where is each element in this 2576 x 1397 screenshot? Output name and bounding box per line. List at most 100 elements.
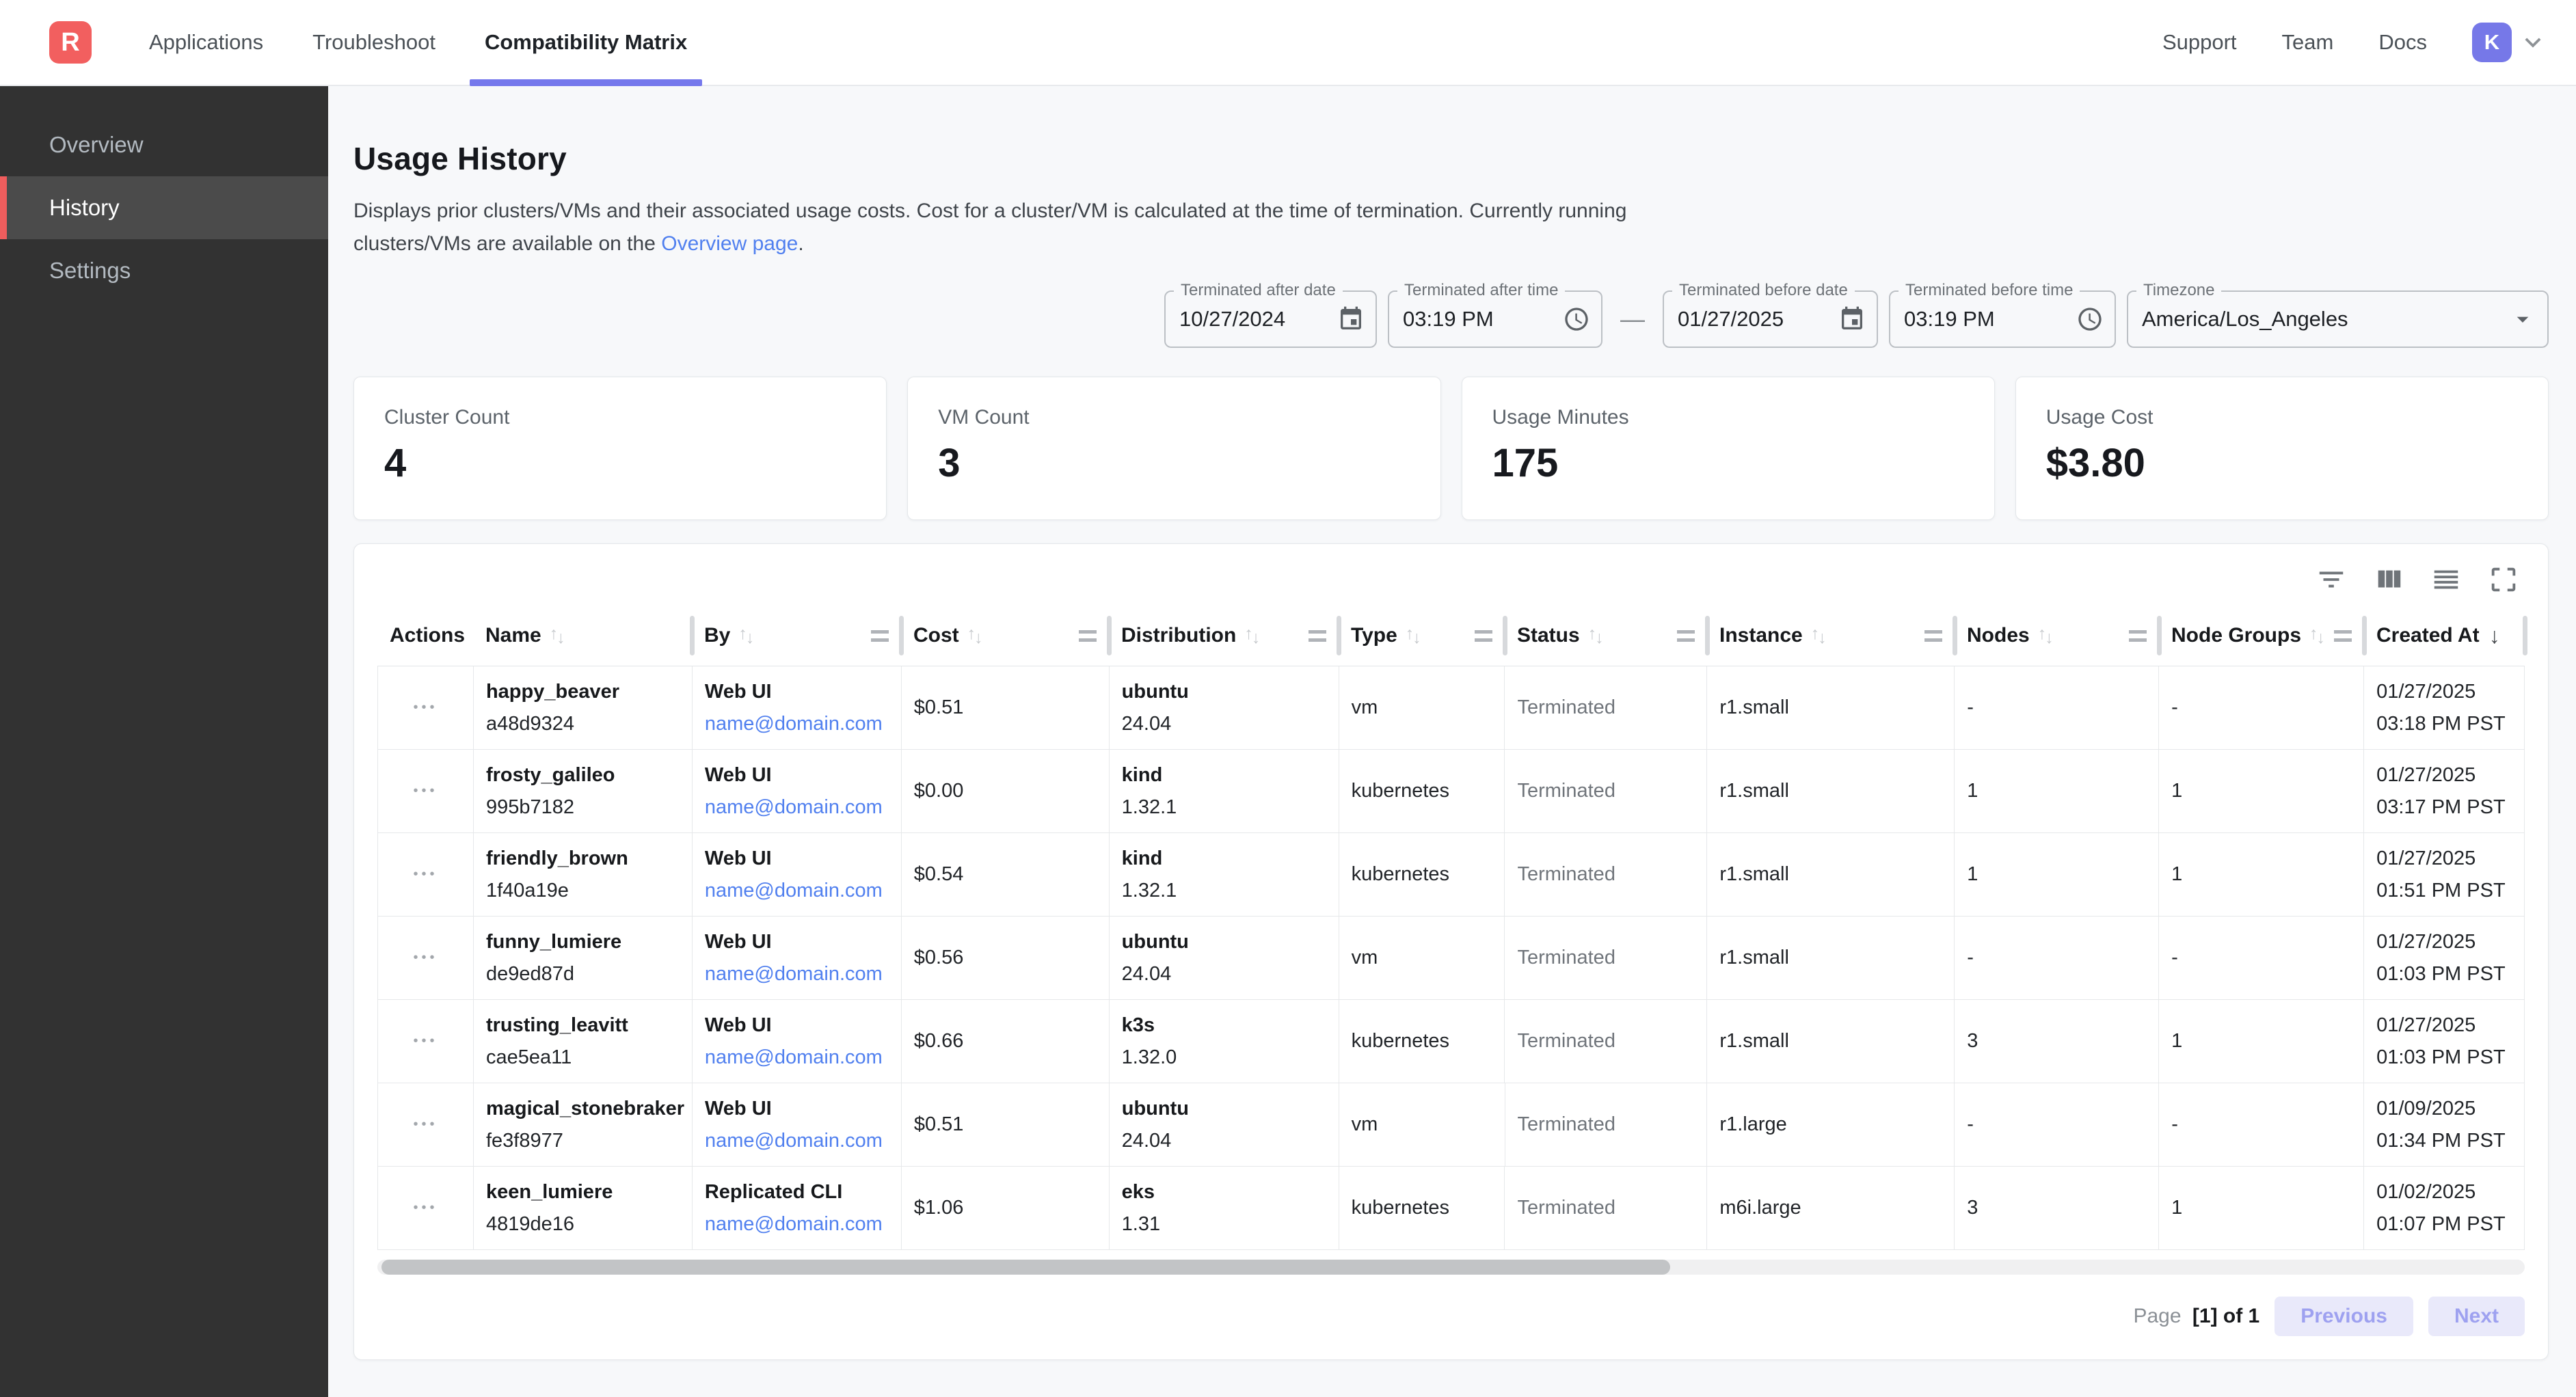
- dropdown-icon[interactable]: [2509, 306, 2536, 333]
- nav-link-docs[interactable]: Docs: [2378, 30, 2427, 55]
- account-menu[interactable]: K: [2472, 23, 2549, 62]
- column-header-cost[interactable]: Cost↑↓: [901, 606, 1109, 666]
- filter-field-terminated-after-time[interactable]: Terminated after time03:19 PM: [1388, 290, 1602, 348]
- replicated-logo[interactable]: R: [49, 21, 92, 64]
- column-header-label: Type: [1351, 624, 1397, 647]
- row-actions-button[interactable]: •••: [413, 1117, 438, 1132]
- column-menu-icon[interactable]: [2129, 630, 2147, 642]
- column-header-created-at[interactable]: Created At↓: [2364, 606, 2525, 666]
- email-link[interactable]: name@domain.com: [705, 796, 889, 819]
- filter-field-terminated-after-date-value[interactable]: 10/27/2024: [1179, 307, 1329, 331]
- column-header-status[interactable]: Status↑↓: [1505, 606, 1707, 666]
- sort-icon[interactable]: ↑↓: [1811, 626, 1827, 646]
- column-header-instance[interactable]: Instance↑↓: [1707, 606, 1955, 666]
- sort-icon[interactable]: ↑↓: [2309, 626, 2325, 646]
- sort-desc-icon[interactable]: ↓: [2489, 623, 2500, 649]
- row-actions-button[interactable]: •••: [413, 700, 438, 716]
- filter-field-terminated-after-date[interactable]: Terminated after date10/27/2024: [1164, 290, 1377, 348]
- column-header-name[interactable]: Name↑↓: [473, 606, 692, 666]
- cell-distribution-secondary: 1.32.1: [1122, 796, 1326, 819]
- cell-created-at-primary: 01/27/2025: [2376, 764, 2512, 787]
- clock-icon[interactable]: [1563, 306, 1590, 333]
- sidebar-item-history[interactable]: History: [0, 176, 328, 239]
- row-actions-button[interactable]: •••: [413, 1033, 438, 1049]
- sort-icon[interactable]: ↑↓: [2038, 626, 2054, 646]
- sort-icon[interactable]: ↑↓: [550, 626, 565, 646]
- email-link[interactable]: name@domain.com: [705, 880, 889, 902]
- fullscreen-icon[interactable]: [2488, 564, 2519, 595]
- filter-field-terminated-before-date-value[interactable]: 01/27/2025: [1678, 307, 1830, 331]
- row-actions-button[interactable]: •••: [413, 783, 438, 799]
- chevron-down-icon[interactable]: [2517, 27, 2549, 58]
- horizontal-scrollbar-thumb[interactable]: [381, 1260, 1670, 1275]
- tab-compatibility-matrix[interactable]: Compatibility Matrix: [470, 0, 702, 85]
- email-link[interactable]: name@domain.com: [705, 713, 889, 735]
- tab-applications[interactable]: Applications: [134, 0, 278, 85]
- cell-actions: •••: [378, 1000, 474, 1083]
- main-area: OverviewHistorySettings Usage History Di…: [0, 86, 2576, 1397]
- row-actions-button[interactable]: •••: [413, 867, 438, 882]
- timezone-select-value[interactable]: America/Los_Angeles: [2142, 307, 2501, 331]
- tab-troubleshoot[interactable]: Troubleshoot: [297, 0, 451, 85]
- avatar[interactable]: K: [2472, 23, 2512, 62]
- density-icon[interactable]: [2430, 564, 2462, 595]
- timezone-select[interactable]: TimezoneAmerica/Los_Angeles: [2127, 290, 2549, 348]
- column-menu-icon[interactable]: [871, 630, 889, 642]
- column-menu-icon[interactable]: [1475, 630, 1492, 642]
- email-link[interactable]: name@domain.com: [705, 963, 889, 986]
- cell-by: Replicated CLIname@domain.com: [693, 1167, 902, 1249]
- clock-icon[interactable]: [2076, 306, 2104, 333]
- column-header-nodes[interactable]: Nodes↑↓: [1955, 606, 2159, 666]
- cell-created-at-secondary: 01:07 PM PST: [2376, 1213, 2512, 1236]
- cell-distribution: k3s1.32.0: [1110, 1000, 1339, 1083]
- nav-link-team[interactable]: Team: [2282, 30, 2334, 55]
- email-link[interactable]: name@domain.com: [705, 1046, 889, 1069]
- next-button[interactable]: Next: [2428, 1297, 2525, 1336]
- previous-button[interactable]: Previous: [2275, 1297, 2413, 1336]
- calendar-icon[interactable]: [1337, 306, 1365, 333]
- cell-type: vm: [1339, 917, 1505, 999]
- sidebar-item-overview[interactable]: Overview: [0, 113, 328, 176]
- column-header-distribution[interactable]: Distribution↑↓: [1109, 606, 1339, 666]
- filter-field-terminated-before-time[interactable]: Terminated before time03:19 PM: [1889, 290, 2116, 348]
- filter-icon[interactable]: [2316, 564, 2347, 595]
- filter-field-terminated-before-time-value[interactable]: 03:19 PM: [1904, 307, 2068, 331]
- column-menu-icon[interactable]: [1079, 630, 1097, 642]
- column-header-node-groups[interactable]: Node Groups↑↓: [2159, 606, 2364, 666]
- filter-field-terminated-before-date[interactable]: Terminated before date01/27/2025: [1663, 290, 1878, 348]
- email-link[interactable]: name@domain.com: [705, 1213, 889, 1236]
- cell-nodes: 3: [1955, 1167, 2159, 1249]
- sidebar-item-settings[interactable]: Settings: [0, 239, 328, 302]
- table-toolbar: [377, 560, 2525, 599]
- sort-icon[interactable]: ↑↓: [738, 626, 754, 646]
- column-menu-icon[interactable]: [1924, 630, 1942, 642]
- column-header-type[interactable]: Type ↑↓: [1339, 606, 1505, 666]
- sort-icon[interactable]: ↑↓: [1406, 626, 1421, 646]
- page-indicator-label: Page: [2133, 1305, 2181, 1327]
- description-text: Displays prior clusters/VMs and their as…: [353, 200, 1626, 255]
- row-actions-button[interactable]: •••: [413, 1200, 438, 1216]
- cell-created-at: 01/27/202501:03 PM PST: [2364, 1000, 2525, 1083]
- stat-value: 175: [1492, 440, 1964, 486]
- column-separator[interactable]: [2523, 616, 2527, 655]
- column-header-by[interactable]: By↑↓: [692, 606, 901, 666]
- nav-link-support[interactable]: Support: [2162, 30, 2237, 55]
- sort-icon[interactable]: ↑↓: [967, 626, 983, 646]
- overview-page-link[interactable]: Overview page: [661, 232, 798, 255]
- column-menu-icon[interactable]: [2334, 630, 2352, 642]
- cell-instance: r1.small: [1707, 917, 1955, 999]
- sort-icon[interactable]: ↑↓: [1588, 626, 1604, 646]
- cell-created-at-primary: 01/27/2025: [2376, 931, 2512, 953]
- column-menu-icon[interactable]: [1309, 630, 1326, 642]
- pagination: Page [1] of 1 Previous Next: [377, 1297, 2525, 1336]
- cell-created-at-primary: 01/02/2025: [2376, 1181, 2512, 1204]
- cell-nodes-primary: 3: [1967, 1197, 2146, 1219]
- sort-icon[interactable]: ↑↓: [1244, 626, 1260, 646]
- calendar-icon[interactable]: [1838, 306, 1866, 333]
- filter-field-terminated-after-time-value[interactable]: 03:19 PM: [1403, 307, 1555, 331]
- row-actions-button[interactable]: •••: [413, 950, 438, 966]
- cell-name: magical_stonebrakerfe3f8977: [474, 1083, 693, 1166]
- column-menu-icon[interactable]: [1677, 630, 1695, 642]
- columns-icon[interactable]: [2373, 564, 2404, 595]
- email-link[interactable]: name@domain.com: [705, 1130, 889, 1152]
